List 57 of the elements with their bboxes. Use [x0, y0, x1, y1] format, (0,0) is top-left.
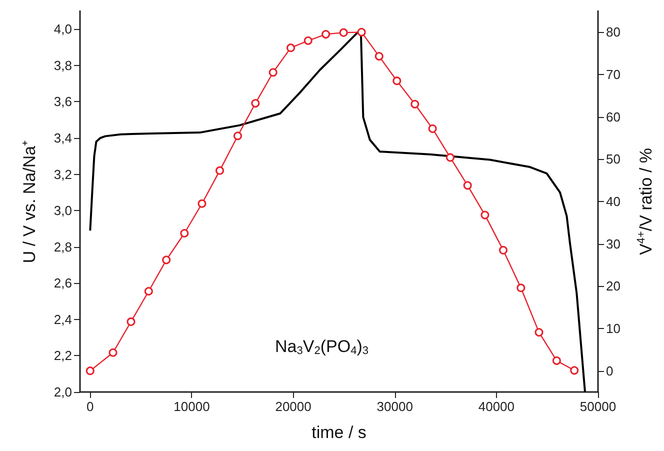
point — [198, 199, 206, 208]
point — [392, 76, 402, 86]
point — [108, 348, 118, 357]
point — [268, 68, 278, 77]
y-tick-label: 2,8 — [54, 239, 72, 254]
point — [446, 153, 454, 162]
point — [304, 36, 312, 45]
point — [233, 132, 242, 140]
y2-tick-label: 60 — [606, 109, 620, 124]
point — [286, 44, 296, 52]
point — [357, 28, 366, 36]
y-tick-label: 3,8 — [54, 58, 72, 73]
y2-tick-label: 80 — [606, 24, 620, 40]
point — [463, 181, 472, 190]
y-tick-label: 2,2 — [54, 348, 72, 364]
x-tick-label: 0 — [86, 399, 94, 414]
point — [86, 366, 94, 376]
x-tick-label: 40000 — [478, 399, 515, 414]
point — [180, 229, 189, 238]
y-tick-label: 2,4 — [54, 312, 72, 327]
y-axis-title: U / V vs. Na/Na⁺ — [20, 140, 39, 264]
point — [570, 366, 579, 375]
x-tick-label: 50000 — [580, 399, 616, 414]
y2-tick-label: 20 — [606, 278, 620, 294]
x-tick-label: 30000 — [376, 399, 413, 414]
point — [322, 30, 330, 39]
y-tick-label: 3,4 — [54, 130, 72, 146]
point — [339, 28, 348, 37]
point — [480, 210, 490, 220]
y2-tick-label: 40 — [606, 194, 620, 209]
x-axis-title: time / s — [312, 423, 366, 442]
point — [216, 166, 224, 175]
point — [374, 52, 384, 61]
y2-tick-label: 0 — [606, 363, 614, 378]
y-tick-label: 4,0 — [54, 22, 72, 37]
point — [534, 328, 544, 337]
point — [126, 317, 136, 326]
y-tick-label: 3,2 — [54, 166, 72, 182]
y2-tick-label: 30 — [606, 236, 620, 252]
point — [428, 124, 437, 133]
y-tick-label: 2,0 — [54, 384, 72, 400]
y-tick-label: 2,6 — [54, 276, 72, 291]
point — [498, 246, 508, 254]
y2-axis-title: V4+/V ratio / % — [636, 148, 656, 256]
point — [552, 356, 561, 365]
y-tick-label: 3,0 — [54, 203, 72, 218]
point — [251, 99, 260, 108]
y2-tick-label: 50 — [606, 152, 620, 167]
x-tick-label: 20000 — [275, 399, 312, 414]
y2-tick-label: 10 — [606, 321, 620, 336]
y-tick-label: 3,6 — [54, 94, 72, 110]
y2-tick-label: 70 — [606, 67, 620, 82]
point — [410, 100, 420, 108]
point — [516, 284, 526, 292]
point — [144, 287, 153, 296]
point — [162, 256, 171, 264]
x-tick-label: 10000 — [174, 399, 210, 414]
